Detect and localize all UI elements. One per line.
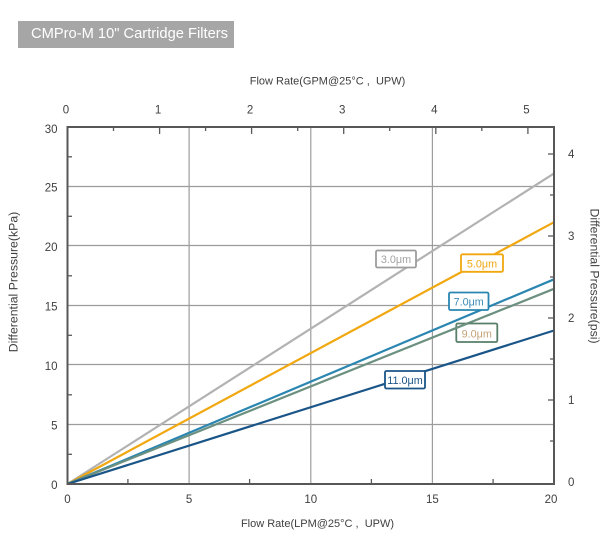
svg-text:11.0μm: 11.0μm [387, 375, 422, 387]
svg-text:2: 2 [247, 105, 253, 117]
svg-text:CMPro-M 10" Cartridge Filters: CMPro-M 10" Cartridge Filters [31, 26, 228, 42]
svg-text:10: 10 [45, 361, 58, 373]
svg-text:2: 2 [568, 313, 574, 325]
svg-text:0: 0 [568, 477, 574, 489]
svg-text:Flow Rate(GPM@25°C , UPW): Flow Rate(GPM@25°C , UPW) [250, 76, 406, 88]
svg-text:20: 20 [45, 242, 58, 254]
svg-text:15: 15 [45, 302, 58, 314]
svg-text:0: 0 [64, 494, 70, 506]
svg-text:0: 0 [51, 480, 57, 492]
svg-text:Differential Pressure(psi): Differential Pressure(psi) [588, 208, 602, 343]
svg-text:0: 0 [63, 105, 69, 117]
svg-text:5: 5 [186, 494, 192, 506]
svg-text:4: 4 [431, 105, 438, 117]
svg-text:20: 20 [545, 494, 558, 506]
svg-text:4: 4 [568, 149, 575, 161]
svg-text:30: 30 [45, 124, 58, 136]
svg-text:1: 1 [155, 105, 161, 117]
svg-text:3: 3 [339, 105, 345, 117]
svg-text:25: 25 [45, 183, 58, 195]
svg-text:3.0μm: 3.0μm [381, 254, 411, 266]
svg-text:15: 15 [426, 494, 439, 506]
svg-text:9.0μm: 9.0μm [462, 329, 492, 341]
svg-text:10: 10 [304, 494, 317, 506]
svg-text:Flow Rate(LPM@25°C , UPW): Flow Rate(LPM@25°C , UPW) [241, 518, 394, 530]
svg-text:5: 5 [523, 105, 529, 117]
svg-text:5.0μm: 5.0μm [467, 258, 497, 270]
svg-text:7.0μm: 7.0μm [454, 297, 484, 309]
svg-text:5: 5 [51, 421, 57, 433]
svg-text:1: 1 [568, 395, 574, 407]
svg-text:3: 3 [568, 231, 574, 243]
svg-text:Differential Pressure(kPa): Differential Pressure(kPa) [7, 212, 21, 353]
